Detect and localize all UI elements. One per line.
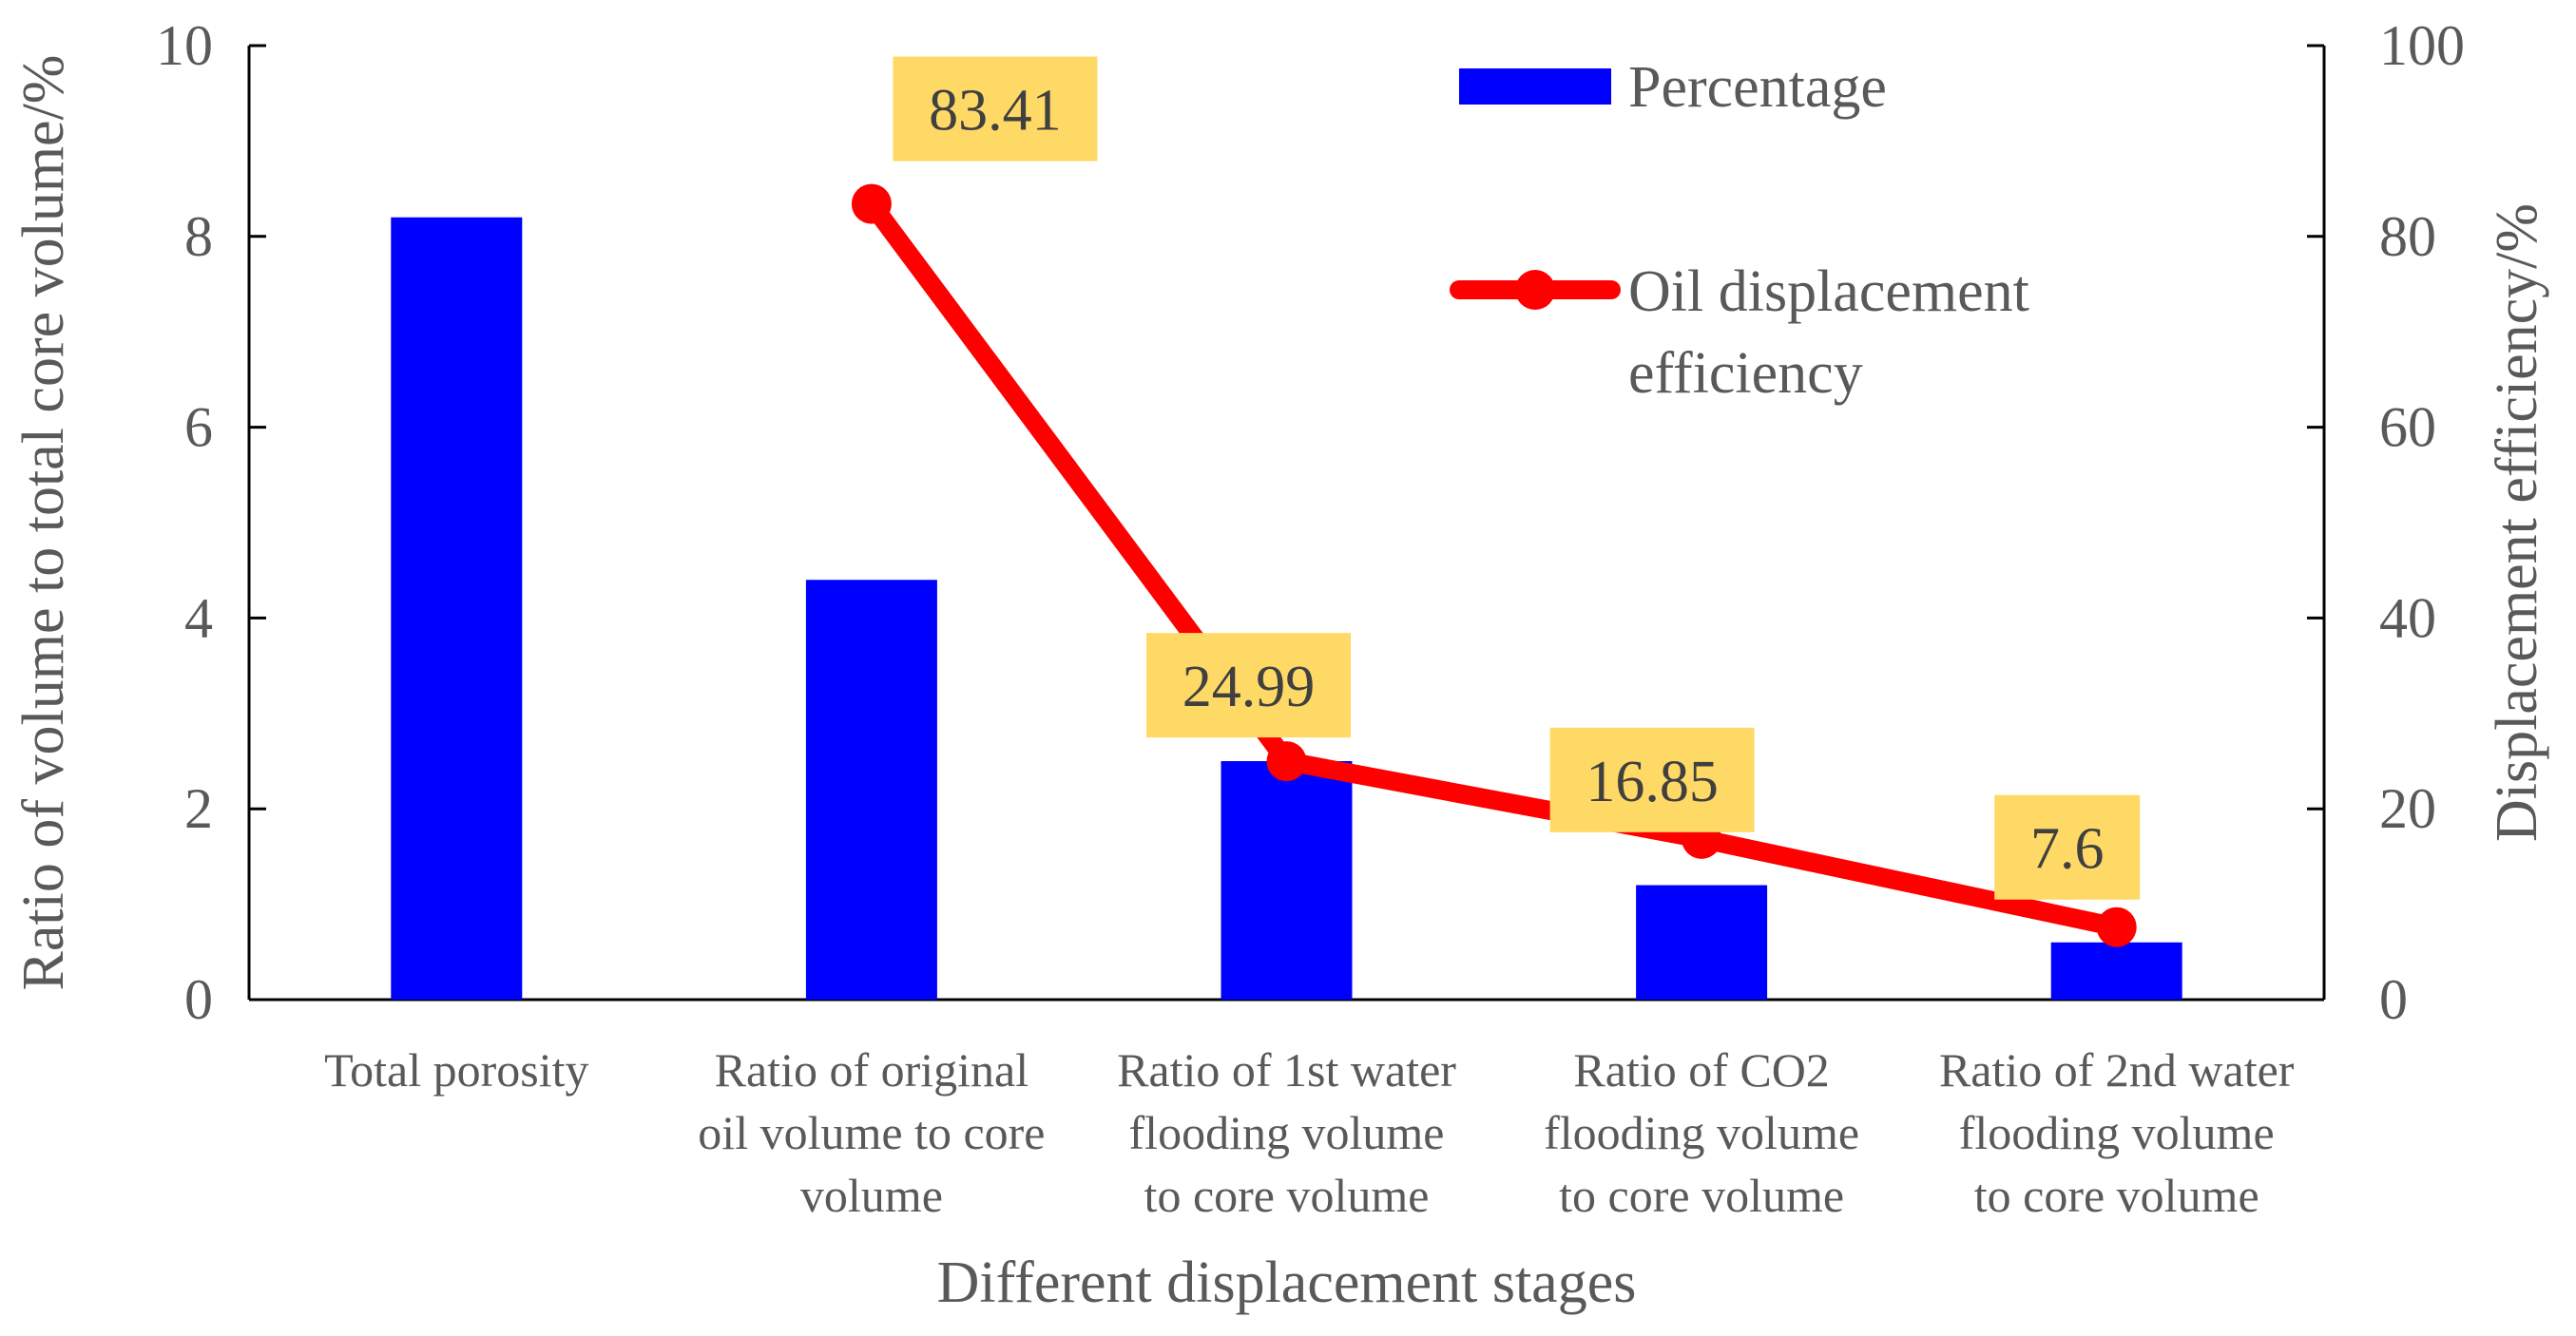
legend-label-efficiency: Oil displacement efficiency [1628,259,2029,406]
data-label: 16.85 [1586,750,1719,814]
legend: Percentage Oil displacement efficiency [1450,55,2029,406]
legend-label-percentage: Percentage [1628,55,1887,120]
bar [391,217,523,1001]
left-tick-label: 8 [184,205,213,268]
bar [1221,761,1353,1000]
right-tick-label: 60 [2379,396,2436,459]
bar [2050,942,2182,1000]
left-tick-label: 0 [184,968,213,1031]
right-tick-label: 40 [2379,586,2436,649]
data-label-box [1549,727,1755,832]
legend-swatch-bar [1459,68,1611,105]
right-tick-label: 0 [2379,968,2408,1031]
efficiency-line [861,194,2126,937]
efficiency-point [851,183,892,224]
data-label: 7.6 [2030,817,2105,882]
right-tick-label: 100 [2379,14,2465,77]
data-label: 83.41 [929,79,1062,143]
bar [1636,885,1768,1000]
left-tick-label: 4 [184,586,213,649]
efficiency-point [1266,741,1307,782]
data-labels: 83.41 24.99 16.85 7.6 [893,56,2141,900]
data-label: 24.99 [1182,655,1316,719]
bar-series [391,217,2182,1001]
data-label-box [1146,633,1351,738]
x-axis-title: Different displacement stages [937,1250,1637,1315]
y2-axis-title: Displacement efficiency/% [2485,203,2549,842]
right-tick-label: 20 [2379,777,2436,840]
category-label: Ratio of CO2 flooding volume to core volum… [1544,1043,1859,1222]
left-tick-label: 6 [184,396,213,459]
data-label-box [893,56,1098,162]
category-label: Ratio of original oil volume to core volum… [698,1043,1045,1222]
left-tick-label: 2 [184,777,213,840]
category-label: Ratio of 1st water flooding volume to core… [1117,1043,1456,1222]
y-axis-title: Ratio of volume to total core volume/% [11,55,76,991]
category-label: Ratio of 2nd water flooding volume to core… [1939,1043,2295,1222]
right-tick-label: 80 [2379,205,2436,268]
bar [805,580,937,1000]
efficiency-point [2096,907,2137,947]
category-label: Total porosity [324,1043,588,1097]
left-tick-label: 10 [156,14,213,77]
data-label-box [1994,794,2141,900]
legend-swatch-marker [1515,270,1555,310]
